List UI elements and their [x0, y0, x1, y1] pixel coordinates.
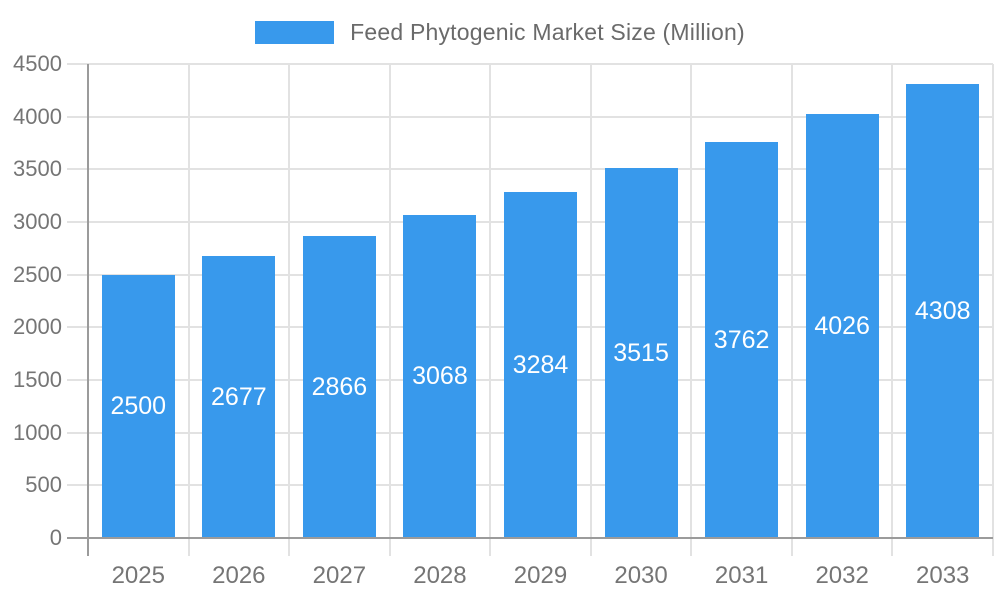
legend-swatch [255, 20, 335, 44]
gridline-horizontal [67, 63, 993, 65]
bar-value-label: 2500 [110, 392, 167, 421]
y-tick-label: 3000 [13, 209, 62, 234]
gridline-vertical [388, 64, 391, 556]
x-tick-label: 2033 [916, 562, 970, 589]
bar-value-label: 3762 [713, 325, 770, 354]
gridline-vertical [288, 64, 291, 556]
bar[interactable] [302, 236, 376, 538]
bar[interactable] [805, 113, 879, 538]
chart-legend[interactable]: Feed Phytogenic Market Size (Million) [0, 17, 1000, 47]
gridline-vertical [187, 64, 190, 556]
x-tick-label: 2027 [312, 562, 367, 589]
gridline-horizontal [67, 168, 993, 171]
gridline-vertical [589, 64, 592, 556]
x-tick-label: 2026 [212, 562, 266, 589]
x-tick-label: 2025 [111, 562, 165, 589]
bar-value-label: 4308 [914, 297, 971, 326]
y-axis-line [87, 64, 89, 556]
x-axis-line [67, 537, 993, 539]
gridline-horizontal [67, 115, 993, 118]
bar[interactable] [202, 256, 276, 538]
y-tick-label: 2500 [13, 261, 62, 287]
x-tick-label: 2029 [513, 562, 568, 589]
x-tick-label: 2032 [815, 562, 869, 589]
legend-label: Feed Phytogenic Market Size (Million) [350, 18, 745, 45]
y-tick-label: 4000 [13, 103, 62, 129]
y-tick-label: 4500 [13, 51, 62, 76]
bar-value-label: 3284 [512, 351, 569, 380]
gridline-vertical [790, 64, 793, 556]
bar[interactable] [101, 274, 175, 538]
bar[interactable] [403, 214, 477, 538]
x-tick-label: 2030 [614, 562, 668, 589]
y-tick-label: 0 [49, 525, 62, 550]
bar-value-label: 2677 [211, 383, 267, 411]
bar[interactable] [504, 192, 577, 538]
bar-value-label: 2866 [311, 373, 368, 402]
bar-value-label: 3068 [412, 362, 468, 391]
gridline-vertical [891, 64, 894, 556]
bar[interactable] [705, 141, 779, 538]
gridline-vertical [690, 64, 693, 556]
x-tick-label: 2031 [714, 562, 769, 589]
bar[interactable] [604, 167, 678, 538]
x-tick-label: 2028 [413, 562, 467, 589]
bar-value-label: 3515 [613, 338, 669, 367]
y-tick-label: 3500 [13, 156, 62, 182]
y-tick-label: 1500 [13, 367, 62, 392]
y-tick-label: 500 [25, 472, 62, 498]
bar-value-label: 4026 [814, 311, 870, 340]
plot-area: 0 500 1000 1500 2000 2500 3000 3500 4000 4500 2500… [13, 51, 994, 589]
y-tick-label: 1000 [13, 419, 62, 445]
gridline-vertical [489, 64, 492, 556]
bar[interactable] [906, 84, 980, 538]
y-tick-label: 2000 [13, 314, 62, 340]
gridline-vertical [992, 64, 994, 556]
